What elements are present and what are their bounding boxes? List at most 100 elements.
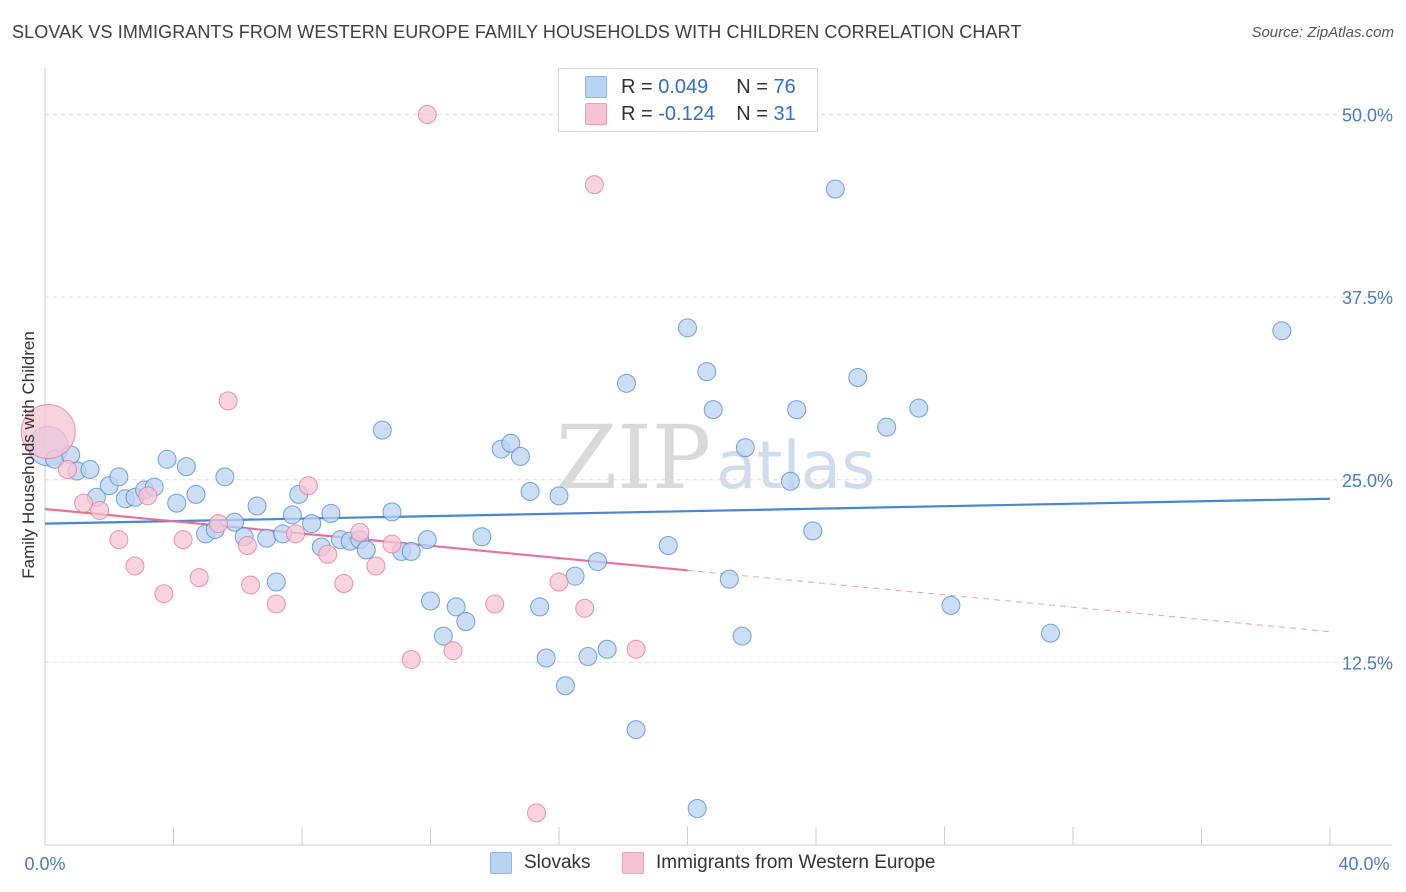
point-slovaks bbox=[825, 179, 845, 199]
point-slovaks bbox=[597, 639, 617, 659]
point-immigrants bbox=[584, 175, 604, 195]
point-immigrants bbox=[218, 391, 238, 411]
point-slovaks bbox=[719, 569, 739, 589]
point-slovaks bbox=[472, 527, 492, 547]
point-immigrants bbox=[90, 500, 110, 520]
x-tick-label: 0.0% bbox=[24, 854, 65, 874]
bottom-legend-immigrants: Immigrants from Western Europe bbox=[622, 852, 935, 874]
legend: R = 0.049 N = 76 R = -0.124 N = 31 bbox=[558, 68, 818, 132]
point-slovaks bbox=[555, 676, 575, 696]
bottom-legend-swatch-immigrants bbox=[622, 852, 644, 874]
legend-row-slovaks: R = 0.049 N = 76 bbox=[585, 75, 796, 99]
point-immigrants bbox=[443, 641, 463, 661]
point-immigrants bbox=[57, 460, 77, 480]
y-tick-label: 37.5% bbox=[1342, 288, 1393, 308]
point-slovaks bbox=[321, 503, 341, 523]
point-immigrants bbox=[298, 476, 318, 496]
source-credit: Source: ZipAtlas.com bbox=[1251, 24, 1394, 41]
point-slovaks bbox=[186, 484, 206, 504]
point-slovaks bbox=[877, 417, 897, 437]
legend-swatch-slovaks bbox=[585, 76, 607, 98]
watermark: ZIP atlas bbox=[556, 406, 876, 509]
watermark-zip: ZIP bbox=[556, 406, 711, 509]
point-slovaks bbox=[80, 460, 100, 480]
point-immigrants bbox=[20, 404, 76, 460]
point-slovaks bbox=[787, 400, 807, 420]
point-slovaks bbox=[536, 648, 556, 668]
point-immigrants bbox=[286, 524, 306, 544]
legend-r-label: R = bbox=[621, 102, 653, 125]
point-slovaks bbox=[1041, 623, 1061, 643]
point-slovaks bbox=[510, 446, 530, 466]
bottom-legend-label-slovaks: Slovaks bbox=[524, 852, 591, 873]
point-slovaks bbox=[257, 528, 277, 548]
point-slovaks bbox=[588, 552, 608, 572]
point-immigrants bbox=[138, 486, 158, 506]
legend-n-value: 76 bbox=[773, 75, 796, 98]
point-slovaks bbox=[382, 502, 402, 522]
point-slovaks bbox=[565, 566, 585, 586]
point-slovaks bbox=[703, 400, 723, 420]
point-slovaks bbox=[157, 449, 177, 469]
legend-r-value: 0.049 bbox=[658, 75, 709, 98]
point-slovaks bbox=[626, 720, 646, 740]
legend-n-label: N = bbox=[736, 75, 768, 98]
tick-labels: 12.5% 25.0% 37.5% 50.0% 0.0% 40.0% bbox=[24, 106, 1393, 874]
point-slovaks bbox=[687, 798, 707, 818]
legend-r-label: R = bbox=[621, 75, 653, 98]
y-tick-label: 12.5% bbox=[1342, 653, 1393, 673]
point-immigrants bbox=[318, 544, 338, 564]
legend-n-label: N = bbox=[736, 102, 768, 125]
point-immigrants bbox=[626, 639, 646, 659]
point-slovaks bbox=[446, 597, 466, 617]
point-slovaks bbox=[282, 505, 302, 525]
point-slovaks bbox=[176, 457, 196, 477]
x-tick-label: 40.0% bbox=[1338, 854, 1389, 874]
legend-r-value: -0.124 bbox=[658, 102, 715, 125]
point-immigrants bbox=[125, 556, 145, 576]
point-slovaks bbox=[266, 572, 286, 592]
point-slovaks bbox=[941, 595, 961, 615]
point-slovaks bbox=[909, 398, 929, 418]
point-immigrants bbox=[208, 514, 228, 534]
trend-line-slovaks bbox=[44, 497, 1331, 525]
point-slovaks bbox=[616, 373, 636, 393]
point-immigrants bbox=[401, 649, 421, 669]
point-slovaks bbox=[549, 486, 569, 506]
point-slovaks bbox=[735, 438, 755, 458]
legend-n-value: 31 bbox=[773, 102, 796, 125]
point-immigrants bbox=[334, 573, 354, 593]
y-axis-label: Family Households with Children bbox=[19, 331, 38, 579]
bottom-legend-swatch-slovaks bbox=[490, 852, 512, 874]
point-slovaks bbox=[456, 611, 476, 631]
point-immigrants bbox=[366, 556, 386, 576]
point-slovaks bbox=[215, 467, 235, 487]
chart-title: SLOVAK VS IMMIGRANTS FROM WESTERN EUROPE… bbox=[12, 22, 1022, 42]
point-slovaks bbox=[530, 597, 550, 617]
bottom-legend-label-immigrants: Immigrants from Western Europe bbox=[656, 852, 936, 873]
point-immigrants bbox=[382, 534, 402, 554]
point-immigrants bbox=[266, 594, 286, 614]
point-slovaks bbox=[780, 471, 800, 491]
point-immigrants bbox=[189, 568, 209, 588]
bottom-legend-slovaks: Slovaks bbox=[490, 852, 591, 874]
point-slovaks bbox=[401, 541, 421, 561]
point-slovaks bbox=[356, 540, 376, 560]
point-immigrants bbox=[575, 598, 595, 618]
grid-lines bbox=[45, 114, 1392, 663]
point-immigrants bbox=[485, 594, 505, 614]
point-slovaks bbox=[421, 591, 440, 611]
point-immigrants bbox=[154, 584, 174, 604]
point-slovaks bbox=[302, 514, 322, 534]
bottom-legend: Slovaks Immigrants from Western Europe bbox=[0, 852, 1406, 878]
point-immigrants bbox=[74, 493, 94, 513]
y-tick-label: 50.0% bbox=[1342, 106, 1393, 126]
legend-row-immigrants: R = -0.124 N = 31 bbox=[585, 102, 796, 126]
point-immigrants bbox=[350, 522, 370, 542]
point-slovaks bbox=[697, 362, 717, 382]
point-slovaks bbox=[578, 647, 598, 667]
trend-line-extension bbox=[687, 569, 1331, 633]
point-slovaks bbox=[848, 367, 868, 387]
point-slovaks bbox=[501, 433, 521, 453]
y-tick-label: 25.0% bbox=[1342, 471, 1393, 491]
